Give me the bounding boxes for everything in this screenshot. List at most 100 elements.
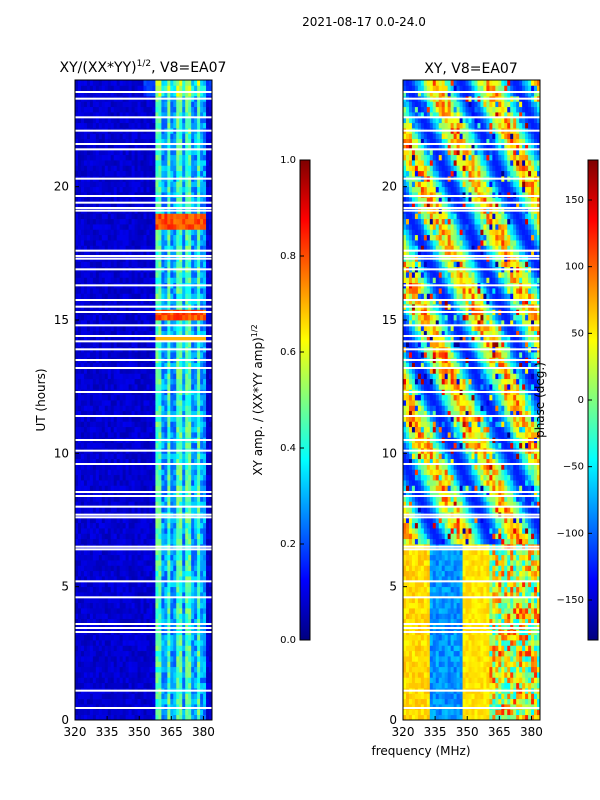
heatmap-cell [155, 314, 159, 321]
heatmap-cell [149, 298, 153, 305]
heatmap-cell [110, 714, 115, 720]
heatmap-cell [110, 416, 115, 422]
heatmap-cell [92, 197, 97, 204]
heatmap-cell [188, 613, 192, 620]
heatmap-cell [113, 181, 118, 188]
heatmap-cell [170, 202, 174, 209]
heatmap-cell [95, 325, 100, 332]
heatmap-cell [143, 661, 147, 668]
heatmap-cell [125, 576, 130, 582]
heatmap-cell [155, 378, 159, 385]
heatmap-cell [203, 416, 207, 422]
heatmap-cell [149, 245, 153, 252]
heatmap-cell [104, 618, 109, 625]
heatmap-cell [75, 560, 79, 566]
heatmap-cell [209, 181, 212, 188]
heatmap-cell [188, 592, 192, 598]
heatmap-cell [86, 245, 91, 252]
heatmap-cell [143, 384, 147, 390]
heatmap-cell [179, 645, 183, 652]
heatmap-cell [173, 154, 177, 161]
heatmap-cell [182, 682, 186, 689]
heatmap-cell [101, 704, 106, 710]
heatmap-cell [197, 144, 201, 150]
heatmap-cell [125, 581, 130, 588]
heatmap-cell [95, 149, 100, 156]
heatmap-cell [149, 714, 153, 720]
heatmap-cell [185, 202, 189, 209]
heatmap-cell [197, 656, 201, 662]
heatmap-cell [75, 368, 79, 374]
heatmap-cell [197, 426, 201, 433]
heatmap-cell [188, 245, 192, 252]
heatmap-cell [95, 426, 100, 433]
heatmap-cell [191, 608, 195, 614]
heatmap-cell [200, 272, 204, 278]
heatmap-cell [80, 554, 85, 561]
heatmap-cell [104, 474, 109, 481]
heatmap-cell [143, 218, 147, 225]
heatmap-cell [77, 192, 82, 198]
heatmap-cell [167, 325, 171, 332]
heatmap-cell [143, 325, 147, 332]
heatmap-cell [75, 458, 79, 465]
heatmap-cell [194, 149, 198, 156]
heatmap-cell [134, 538, 138, 545]
heatmap-cell [137, 416, 141, 422]
heatmap-cell [125, 490, 130, 497]
heatmap-cell [203, 314, 207, 321]
heatmap-cell [149, 549, 153, 556]
heatmap-cell [101, 698, 106, 705]
heatmap-cell [203, 149, 207, 156]
heatmap-cell [185, 682, 189, 689]
heatmap-cell [131, 426, 135, 433]
heatmap-cell [194, 693, 198, 700]
heatmap-cell [179, 554, 183, 561]
heatmap-cell [107, 170, 112, 177]
heatmap-cell [113, 672, 118, 678]
heatmap-cell [86, 597, 91, 604]
heatmap-cell [92, 677, 97, 684]
heatmap-cell [101, 682, 106, 689]
heatmap-cell [200, 154, 204, 161]
heatmap-cell [161, 464, 165, 470]
heatmap-cell [209, 336, 212, 342]
heatmap-cell [146, 138, 150, 145]
heatmap-cell [179, 218, 183, 225]
heatmap-cell [77, 645, 82, 652]
heatmap-cell [116, 501, 121, 508]
heatmap-cell [188, 213, 192, 220]
heatmap-cell [203, 394, 207, 401]
heatmap-cell [122, 698, 127, 705]
heatmap-cell [125, 506, 130, 513]
heatmap-cell [125, 250, 130, 257]
heatmap-cell [95, 421, 100, 428]
heatmap-cell [155, 341, 159, 348]
heatmap-cell [197, 576, 201, 582]
heatmap-cell [161, 538, 165, 545]
heatmap-cell [173, 645, 177, 652]
heatmap-cell [83, 538, 88, 545]
heatmap-cell [128, 528, 132, 534]
heatmap-cell [116, 549, 121, 556]
heatmap-cell [95, 613, 100, 620]
heatmap-cell [197, 560, 201, 566]
heatmap-cell [152, 277, 156, 284]
heatmap-cell [86, 410, 91, 417]
heatmap-cell [77, 362, 82, 369]
heatmap-cell [122, 240, 127, 246]
heatmap-cell [98, 384, 103, 390]
heatmap-cell [89, 421, 94, 428]
heatmap-cell [116, 400, 121, 406]
heatmap-cell [77, 149, 82, 156]
heatmap-cell [83, 650, 88, 657]
heatmap-cell [158, 314, 162, 321]
heatmap-cell [146, 341, 150, 348]
heatmap-cell [131, 197, 135, 204]
heatmap-cell [152, 192, 156, 198]
heatmap-cell [191, 202, 195, 209]
heatmap-cell [80, 517, 85, 524]
heatmap-cell [75, 645, 79, 652]
heatmap-cell [194, 677, 198, 684]
heatmap-cell [200, 394, 204, 401]
